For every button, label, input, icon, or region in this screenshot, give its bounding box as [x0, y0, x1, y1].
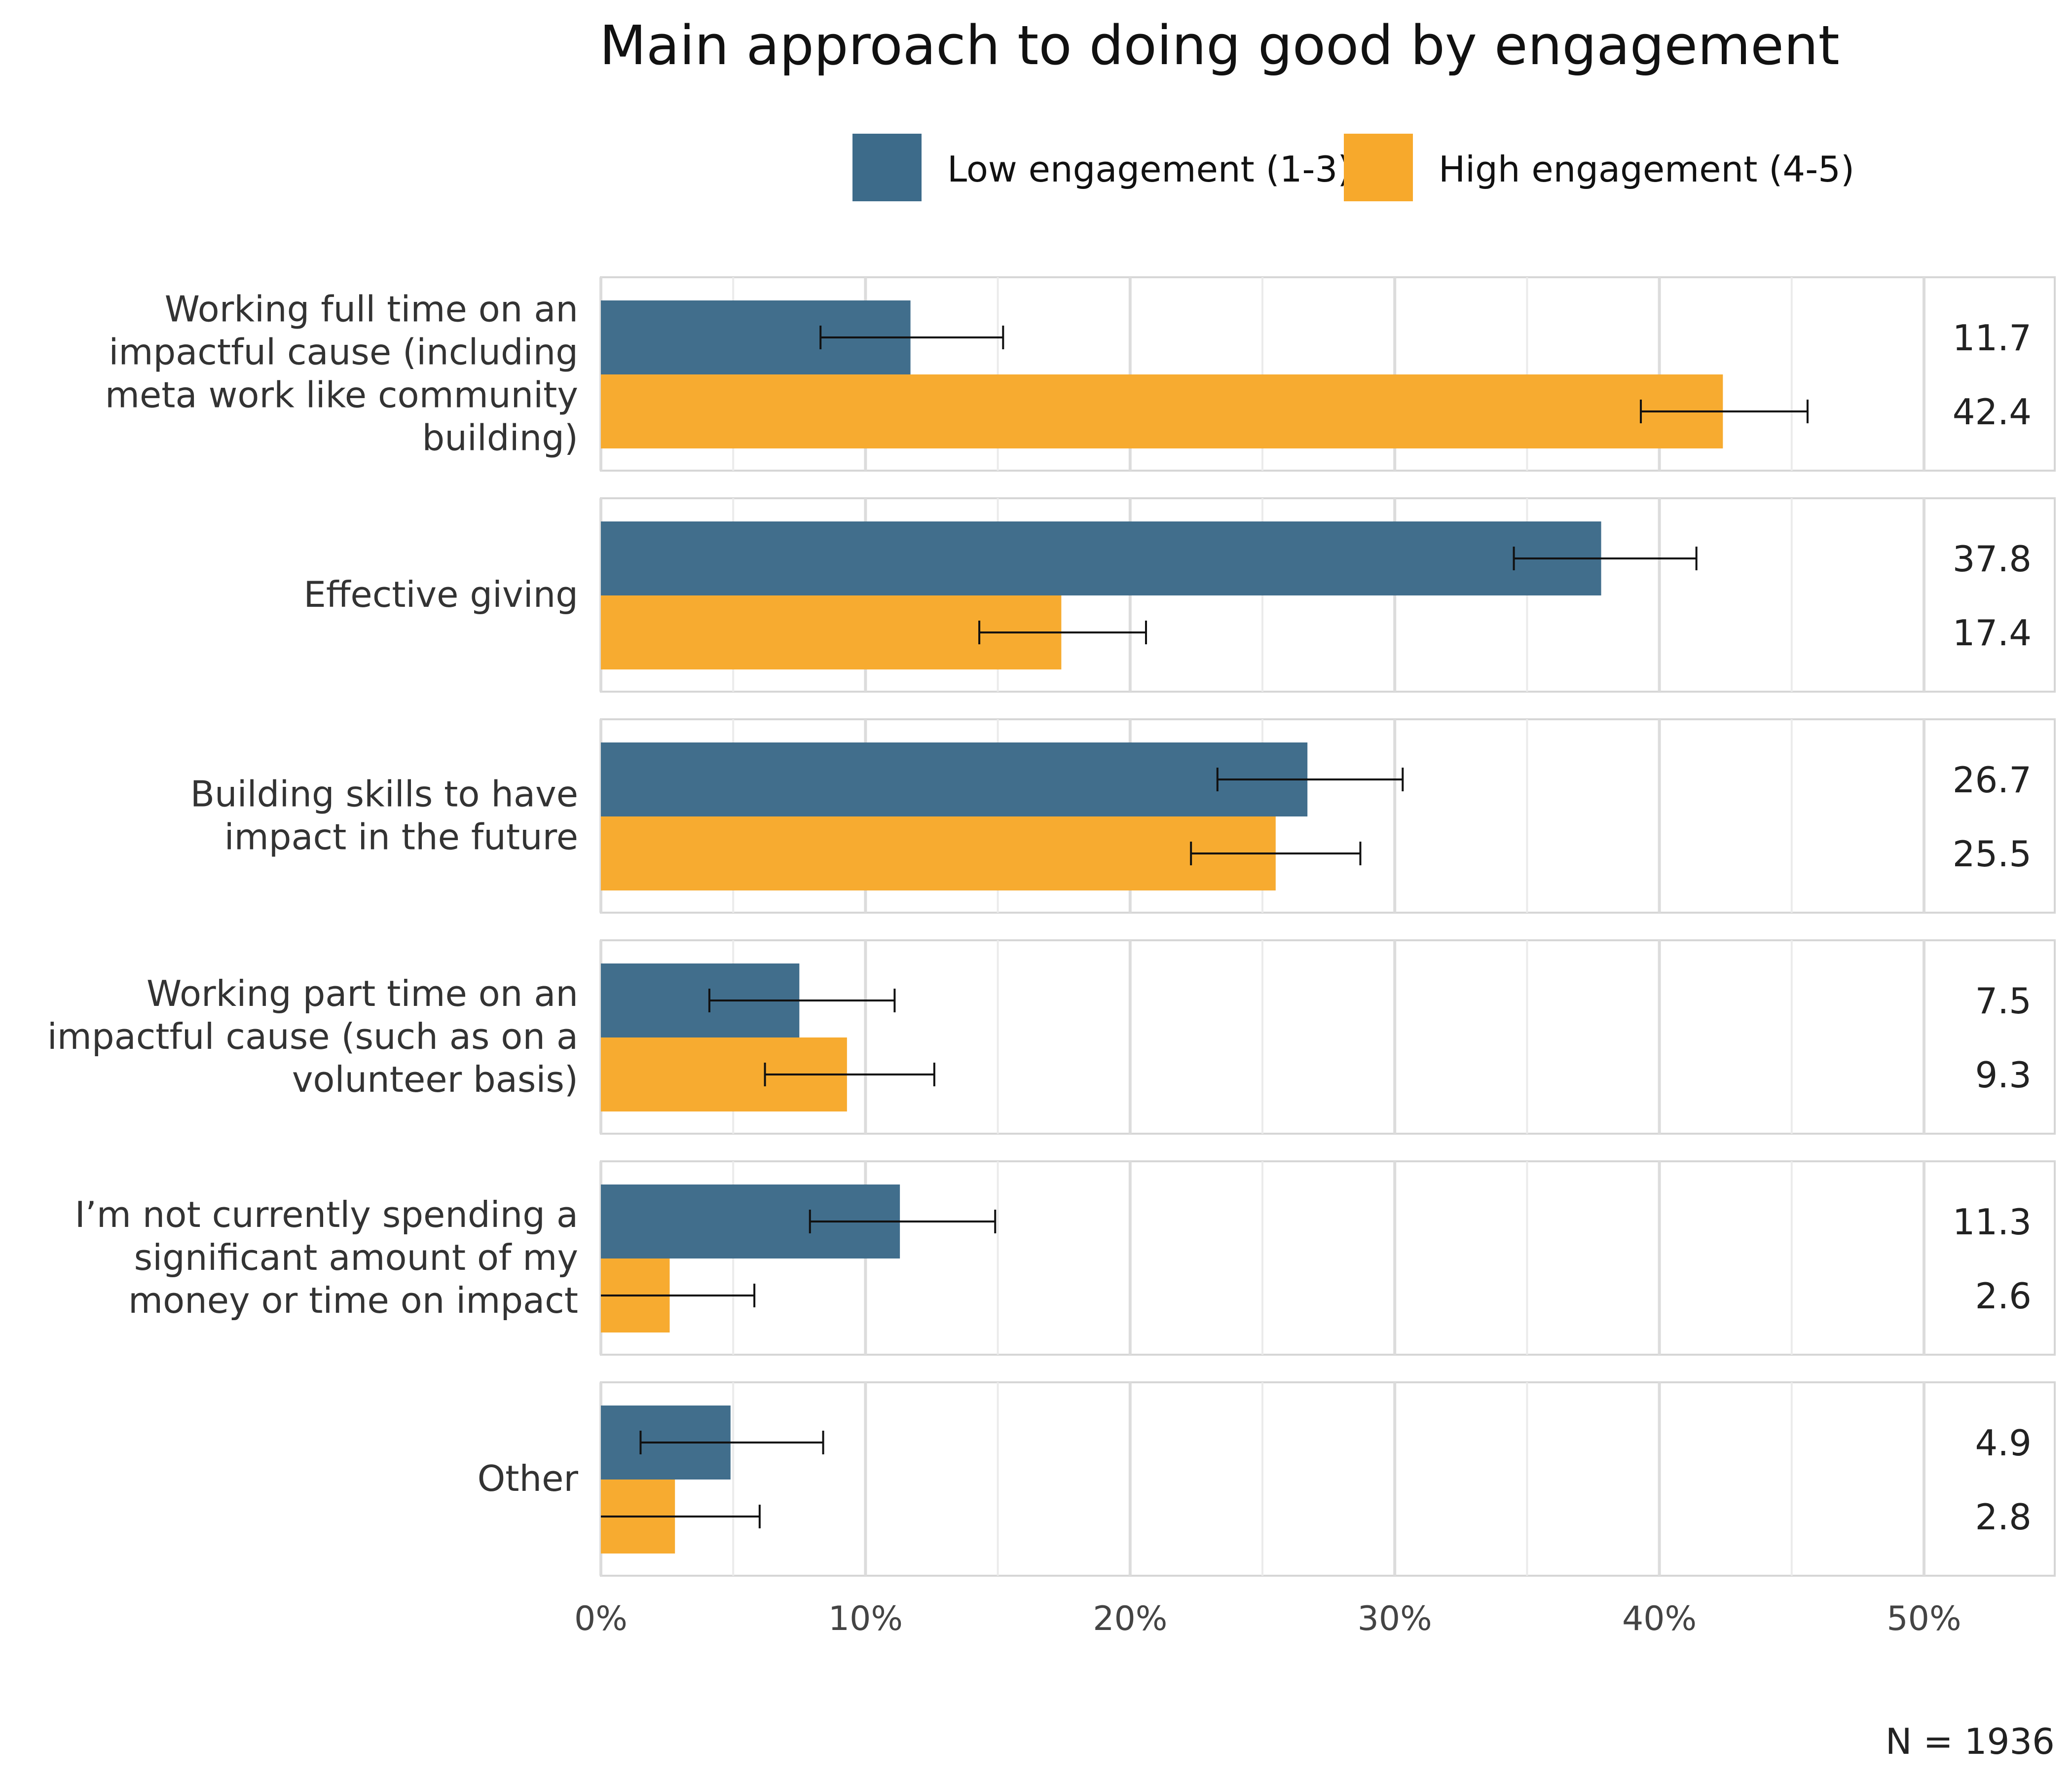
legend-swatch-1 [1344, 134, 1413, 201]
chart-title: Main approach to doing good by engagemen… [599, 14, 1840, 77]
legend: Low engagement (1-3) High engagement (4-5… [852, 134, 1854, 201]
bar-high [601, 374, 1723, 448]
value-label: 2.8 [1975, 1496, 2032, 1538]
category-label-line: Working part time on an [147, 973, 578, 1014]
value-label: 11.3 [1953, 1201, 2032, 1243]
category-label-line: Effective giving [303, 574, 578, 615]
category-label-line: impact in the future [224, 816, 578, 858]
value-label: 9.3 [1975, 1054, 2032, 1096]
bar-high [601, 816, 1276, 890]
x-tick-label: 0% [574, 1599, 628, 1638]
x-tick-label: 40% [1622, 1599, 1697, 1638]
panel-frame [600, 1381, 2056, 1577]
bar-low [601, 742, 1308, 816]
value-label: 37.8 [1953, 538, 2032, 580]
sample-size-note: N = 1936 [1886, 1721, 2055, 1762]
category-label-line: building) [422, 417, 578, 459]
value-label: 42.4 [1953, 391, 2032, 433]
x-tick-label: 20% [1093, 1599, 1167, 1638]
category-label-line: volunteer basis) [292, 1059, 578, 1100]
category-label-line: meta work like community [105, 374, 578, 416]
value-label: 17.4 [1953, 612, 2032, 654]
category-panel: I’m not currently spending asignificant … [75, 1160, 2056, 1356]
category-label-line: impactful cause (including [109, 332, 578, 373]
legend-label-1: High engagement (4-5) [1439, 148, 1854, 190]
x-axis: 0% 10% 20% 30% 40% 50% [574, 1599, 1961, 1638]
value-label: 11.7 [1953, 317, 2032, 359]
category-label-line: impactful cause (such as on a [47, 1016, 578, 1057]
value-label: 26.7 [1953, 759, 2032, 801]
category-label-line: significant amount of my [134, 1237, 578, 1278]
legend-label-0: Low engagement (1-3) [947, 148, 1351, 190]
x-tick-label: 10% [828, 1599, 903, 1638]
category-label-line: money or time on impact [128, 1280, 578, 1321]
value-label: 25.5 [1953, 833, 2032, 875]
category-label-line: Building skills to have [190, 774, 578, 815]
legend-swatch-0 [852, 134, 922, 201]
category-panel: Effective giving 37.8 17.4 [303, 497, 2056, 693]
value-label: 4.9 [1975, 1422, 2032, 1464]
category-label-line: Other [478, 1458, 579, 1499]
category-panel: Other 4.9 2.8 [478, 1381, 2056, 1577]
category-label-line: I’m not currently spending a [75, 1194, 578, 1235]
value-label: 7.5 [1975, 980, 2032, 1022]
x-tick-label: 50% [1887, 1599, 1961, 1638]
value-label: 2.6 [1975, 1275, 2032, 1317]
bar-low [601, 521, 1601, 595]
category-label-line: Working full time on an [165, 289, 578, 330]
x-tick-label: 30% [1358, 1599, 1432, 1638]
